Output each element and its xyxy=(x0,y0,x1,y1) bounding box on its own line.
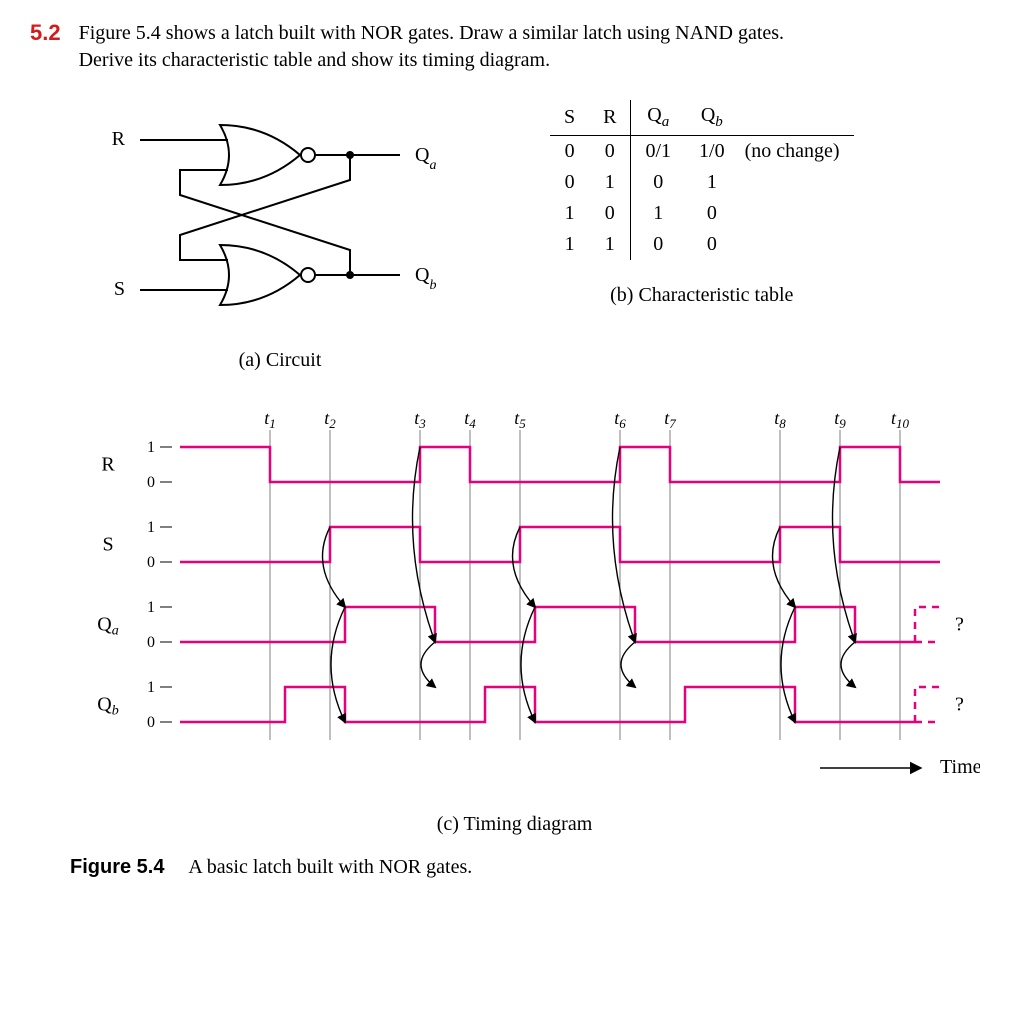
svg-text:0: 0 xyxy=(147,634,155,651)
cell-qa: 0 xyxy=(631,229,685,260)
svg-text:t4: t4 xyxy=(464,408,476,431)
table-row: 0101 xyxy=(550,167,854,198)
problem-line-2: Derive its characteristic table and show… xyxy=(79,49,551,71)
cell-qa: 1 xyxy=(631,198,685,229)
svg-text:t6: t6 xyxy=(614,408,626,431)
svg-text:S: S xyxy=(102,534,113,556)
circuit-svg: R S Qa Qb xyxy=(70,100,490,330)
cell-qb: 1 xyxy=(685,167,739,198)
cell-note xyxy=(739,167,854,198)
svg-text:R: R xyxy=(112,128,126,150)
circuit-block: R S Qa Qb (a) Circuit xyxy=(70,100,490,372)
svg-text:1: 1 xyxy=(147,439,155,456)
svg-text:t2: t2 xyxy=(324,408,336,431)
svg-text:S: S xyxy=(114,278,125,300)
page: 5.2 Figure 5.4 shows a latch built with … xyxy=(0,0,1009,919)
svg-text:t5: t5 xyxy=(514,408,526,431)
svg-text:1: 1 xyxy=(147,519,155,536)
svg-text:?: ? xyxy=(955,694,964,716)
timing-svg: t1 t2 t3 t4 t5 t6 t7 t8 t9 t10 R 1 0 S 1 0 Qa 1 0 Qb 1 0?? Tim… xyxy=(60,402,980,802)
cell-note: (no change) xyxy=(739,136,854,168)
table-row: 000/11/0(no change) xyxy=(550,136,854,168)
svg-text:Qb: Qb xyxy=(415,264,436,293)
svg-text:1: 1 xyxy=(147,679,155,696)
cell-s: 1 xyxy=(550,229,589,260)
svg-text:t8: t8 xyxy=(774,408,786,431)
svg-text:0: 0 xyxy=(147,714,155,731)
cell-qa: 0/1 xyxy=(631,136,685,168)
figure-row-top: RSQaQb (a) Circuit S R Qa Qb xyxy=(70,100,969,372)
cell-note xyxy=(739,198,854,229)
th-s: S xyxy=(550,100,589,136)
th-qa: Qa xyxy=(631,100,685,136)
cell-r: 0 xyxy=(589,198,631,229)
svg-text:t1: t1 xyxy=(264,408,276,431)
svg-text:1: 1 xyxy=(147,599,155,616)
problem-line-1: Figure 5.4 shows a latch built with NOR … xyxy=(79,22,784,44)
cell-s: 0 xyxy=(550,167,589,198)
svg-text:Qa: Qa xyxy=(415,144,436,173)
cell-note xyxy=(739,229,854,260)
svg-text:t3: t3 xyxy=(414,408,426,431)
figure-text: A basic latch built with NOR gates. xyxy=(188,856,472,878)
table-caption: (b) Characteristic table xyxy=(550,284,854,307)
cell-s: 0 xyxy=(550,136,589,168)
timing-caption: (c) Timing diagram xyxy=(60,813,969,836)
table-row: 1010 xyxy=(550,198,854,229)
th-qb: Qb xyxy=(685,100,739,136)
cell-r: 1 xyxy=(589,229,631,260)
cell-qb: 1/0 xyxy=(685,136,739,168)
cell-qa: 0 xyxy=(631,167,685,198)
svg-text:R: R xyxy=(101,454,115,476)
cell-qb: 0 xyxy=(685,198,739,229)
figure-caption: Figure 5.4 A basic latch built with NOR … xyxy=(70,856,969,879)
svg-text:t9: t9 xyxy=(834,408,846,431)
th-r: R xyxy=(589,100,631,136)
figure-label: Figure 5.4 xyxy=(70,856,164,878)
svg-text:t7: t7 xyxy=(664,408,676,431)
svg-text:Qb: Qb xyxy=(97,694,118,719)
cell-s: 1 xyxy=(550,198,589,229)
svg-text:Qa: Qa xyxy=(97,614,118,639)
cell-qb: 0 xyxy=(685,229,739,260)
svg-text:Time: Time xyxy=(940,756,980,778)
timing-block: t1t2t3t4t5t6t7t8t9t10R10S10Qa10Qb10??Tim… xyxy=(60,402,969,836)
svg-text:0: 0 xyxy=(147,474,155,491)
cell-r: 1 xyxy=(589,167,631,198)
th-note xyxy=(739,100,854,136)
problem-statement: 5.2 Figure 5.4 shows a latch built with … xyxy=(30,20,969,74)
table-row: 1100 xyxy=(550,229,854,260)
svg-text:?: ? xyxy=(955,614,964,636)
section-number: 5.2 xyxy=(30,20,61,46)
svg-text:0: 0 xyxy=(147,554,155,571)
table-block: S R Qa Qb 000/11/0(no change)01011010110… xyxy=(550,100,854,307)
cell-r: 0 xyxy=(589,136,631,168)
circuit-caption: (a) Circuit xyxy=(70,349,490,372)
characteristic-table: S R Qa Qb 000/11/0(no change)01011010110… xyxy=(550,100,854,260)
svg-text:t10: t10 xyxy=(891,408,910,431)
problem-text: Figure 5.4 shows a latch built with NOR … xyxy=(79,20,784,74)
